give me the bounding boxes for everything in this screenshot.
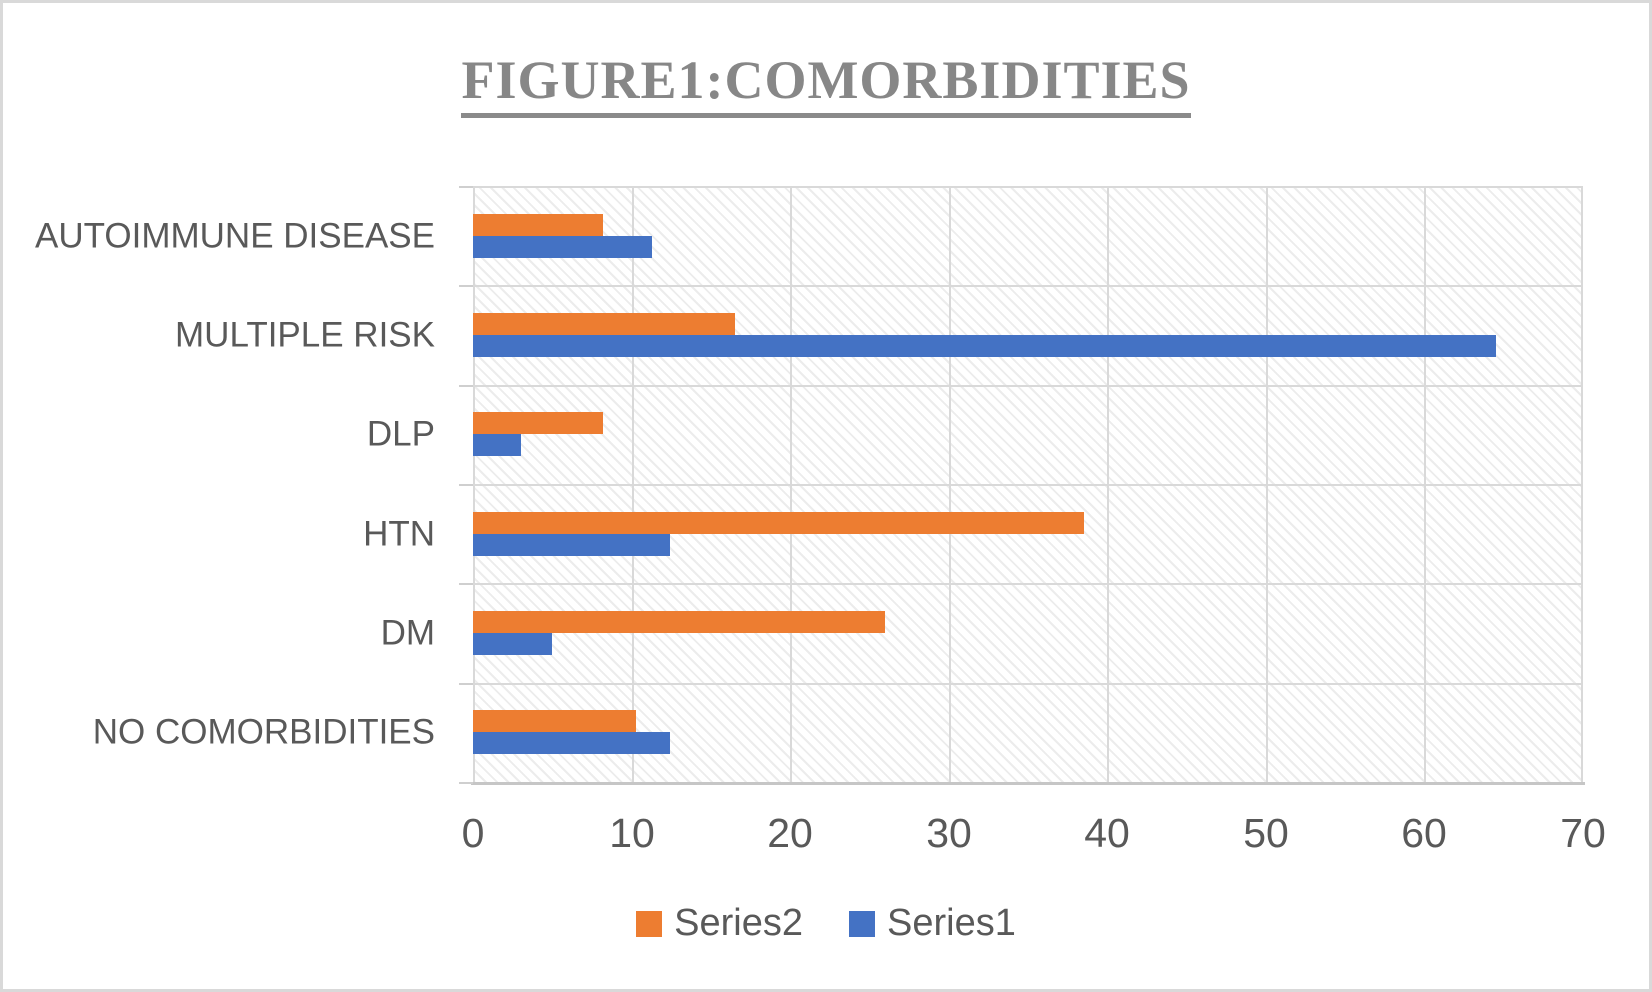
x-tick-label-10: 10 [609, 810, 655, 856]
horizontal-gridline [473, 385, 1583, 387]
x-tick-label-50: 50 [1243, 810, 1289, 856]
bar-series2-dm [473, 611, 885, 633]
legend: Series2 Series1 [3, 902, 1649, 945]
category-label-autoimmune-disease: AUTOIMMUNE DISEASE [35, 216, 435, 256]
bar-series1-htn [473, 534, 670, 556]
bar-series2-multiple-risk [473, 313, 735, 335]
x-tick-label-40: 40 [1084, 810, 1130, 856]
horizontal-gridline [473, 186, 1583, 188]
category-axis-tick [459, 782, 473, 784]
bar-series2-dlp [473, 412, 603, 434]
bar-series1-dm [473, 633, 552, 655]
bar-series1-autoimmune-disease [473, 236, 652, 258]
x-tick-label-60: 60 [1401, 810, 1447, 856]
bar-series1-dlp [473, 434, 521, 456]
horizontal-gridline [473, 484, 1583, 486]
legend-swatch-icon [636, 910, 663, 937]
legend-label: Series1 [887, 902, 1016, 944]
category-axis-tick [459, 186, 473, 188]
legend-swatch-icon [849, 910, 875, 937]
x-tick-label-0: 0 [461, 810, 485, 856]
chart-title: FIGURE1:COMORBIDITIES [461, 50, 1191, 118]
x-tick-label-20: 20 [767, 810, 813, 856]
legend-item-series2: Series2 [636, 902, 803, 945]
category-label-no-comorbidities: NO COMORBIDITIES [92, 712, 435, 752]
category-axis-tick [459, 484, 473, 486]
category-axis-tick [459, 683, 473, 685]
category-axis-tick [459, 285, 473, 287]
horizontal-gridline [473, 285, 1583, 287]
category-label-htn: HTN [363, 514, 435, 554]
category-label-dlp: DLP [366, 414, 435, 454]
chart-title-row: FIGURE1:COMORBIDITIES [3, 49, 1649, 118]
horizontal-gridline [473, 583, 1583, 585]
bar-series1-multiple-risk [473, 335, 1496, 357]
category-axis-tick [459, 385, 473, 387]
x-tick-label-30: 30 [926, 810, 972, 856]
bar-series2-htn [473, 512, 1084, 534]
category-axis-tick [459, 583, 473, 585]
plot-area [471, 186, 1585, 785]
x-axis-line [471, 782, 1585, 785]
bar-series2-no-comorbidities [473, 710, 636, 732]
bar-series1-no-comorbidities [473, 732, 670, 754]
category-label-dm: DM [380, 613, 435, 653]
x-tick-label-70: 70 [1560, 810, 1606, 856]
category-label-multiple-risk: MULTIPLE RISK [175, 315, 435, 355]
horizontal-gridline [473, 683, 1583, 685]
legend-label: Series2 [674, 902, 803, 944]
bar-series2-autoimmune-disease [473, 214, 603, 236]
legend-item-series1: Series1 [849, 902, 1016, 945]
